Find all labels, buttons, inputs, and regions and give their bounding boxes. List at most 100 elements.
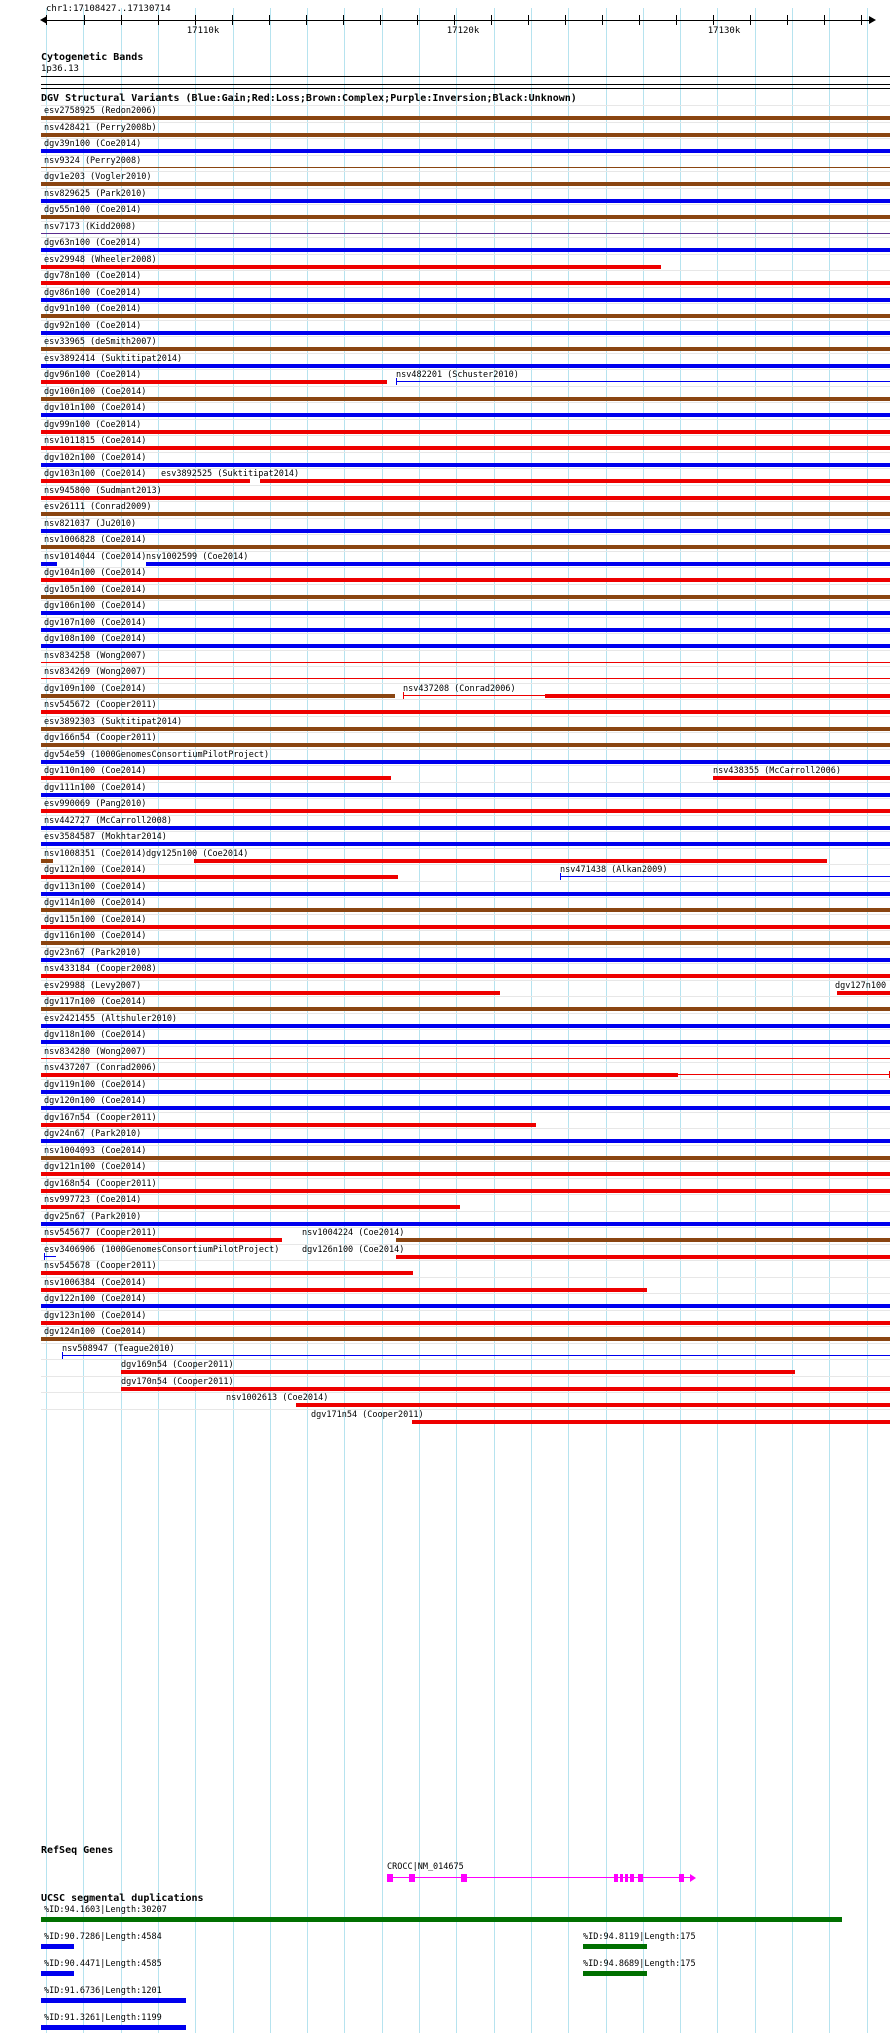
variant-label[interactable]: dgv168n54 (Cooper2011) bbox=[44, 1178, 157, 1189]
variant-bar[interactable] bbox=[41, 776, 391, 780]
dgv-variant-row[interactable]: dgv112n100 (Coe2014) nsv471438 (Alkan2009… bbox=[0, 864, 890, 880]
variant-label[interactable]: dgv107n100 (Coe2014) bbox=[44, 617, 147, 628]
variant-bar[interactable] bbox=[41, 198, 890, 203]
variant-bar[interactable] bbox=[41, 446, 890, 450]
dgv-variant-row[interactable]: esv29988 (Levy2007) dgv127n100 bbox=[0, 979, 890, 996]
variant-label[interactable]: dgv102n100 (Coe2014) bbox=[44, 452, 147, 463]
variant-label[interactable]: nsv1002613 (Coe2014) bbox=[226, 1393, 329, 1403]
dgv-variant-row[interactable]: dgv102n100 (Coe2014) bbox=[0, 451, 890, 468]
variant-label[interactable]: nsv471438 (Alkan2009) bbox=[560, 865, 668, 875]
dgv-variant-row[interactable]: dgv120n100 (Coe2014) bbox=[0, 1095, 890, 1111]
variant-label[interactable]: esv3892303 (Suktitipat2014) bbox=[44, 716, 183, 727]
variant-bar[interactable] bbox=[41, 825, 890, 830]
segdup-bar[interactable] bbox=[41, 1917, 842, 1922]
variant-label[interactable]: nsv1006384 (Coe2014) bbox=[44, 1277, 147, 1288]
dgv-variant-row[interactable]: nsv997723 (Coe2014) bbox=[0, 1194, 890, 1210]
variant-label[interactable]: nsv442727 (McCarroll2008) bbox=[44, 815, 172, 826]
dgv-variant-row[interactable]: dgv92n100 (Coe2014) bbox=[0, 319, 890, 336]
variant-label[interactable]: dgv169n54 (Cooper2011) bbox=[121, 1360, 234, 1370]
variant-bar[interactable] bbox=[41, 1023, 890, 1028]
variant-label[interactable]: dgv118n100 (Coe2014) bbox=[44, 1030, 147, 1040]
variant-label[interactable]: dgv117n100 (Coe2014) bbox=[44, 997, 147, 1007]
variant-label[interactable]: dgv39n100 (Coe2014) bbox=[44, 139, 142, 149]
segdup-label[interactable]: %ID:90.7286|Length:4584 bbox=[44, 1932, 162, 1942]
variant-bar[interactable] bbox=[41, 264, 661, 269]
dgv-variant-row[interactable]: esv2421455 (Altshuler2010) bbox=[0, 1012, 890, 1029]
dgv-variant-row[interactable]: esv3406906 (1000GenomesConsortiumPilotPr… bbox=[0, 1243, 890, 1260]
variant-bar[interactable] bbox=[121, 1386, 890, 1391]
dgv-variant-row[interactable]: nsv821037 (Ju2010) bbox=[0, 517, 890, 534]
dgv-variant-row[interactable]: dgv122n100 (Coe2014) bbox=[0, 1293, 890, 1309]
variant-label[interactable]: esv3892414 (Suktitipat2014) bbox=[44, 353, 183, 364]
dgv-variant-row[interactable]: dgv63n100 (Coe2014) bbox=[0, 237, 890, 253]
variant-label[interactable]: dgv86n100 (Coe2014) bbox=[44, 287, 142, 298]
gene-exon[interactable] bbox=[387, 1874, 393, 1882]
variant-bar-core[interactable] bbox=[545, 693, 890, 698]
variant-label[interactable]: dgv99n100 (Coe2014) bbox=[44, 419, 142, 430]
dgv-variant-row[interactable]: dgv108n100 (Coe2014) bbox=[0, 633, 890, 649]
variant-bar[interactable] bbox=[41, 479, 250, 483]
variant-bar[interactable] bbox=[41, 759, 890, 764]
dgv-variant-row[interactable]: nsv1014044 (Coe2014) nsv1002599 (Coe2014) bbox=[0, 550, 890, 567]
segdup-row[interactable]: %ID:90.4471|Length:4585 %ID:94.8689|Lengt… bbox=[0, 1959, 890, 1986]
dgv-variant-row[interactable]: dgv171n54 (Cooper2011) bbox=[0, 1408, 890, 1425]
dgv-variant-row[interactable]: dgv118n100 (Coe2014) bbox=[0, 1029, 890, 1045]
variant-bar[interactable] bbox=[41, 1139, 890, 1143]
variant-bar[interactable] bbox=[41, 545, 890, 549]
variant-bar[interactable] bbox=[41, 1320, 890, 1325]
dgv-variant-row[interactable]: dgv1e203 (Vogler2010) bbox=[0, 171, 890, 187]
variant-label[interactable]: nsv834280 (Wong2007) bbox=[44, 1046, 147, 1057]
dgv-variant-row[interactable]: dgv116n100 (Coe2014) bbox=[0, 930, 890, 946]
variant-label[interactable]: nsv437207 (Conrad2006) bbox=[44, 1063, 157, 1073]
variant-label[interactable]: dgv105n100 (Coe2014) bbox=[44, 584, 147, 595]
variant-bar[interactable] bbox=[41, 1304, 890, 1308]
variant-label[interactable]: nsv821037 (Ju2010) bbox=[44, 518, 137, 529]
variant-bar[interactable] bbox=[41, 924, 890, 929]
variant-bar[interactable] bbox=[194, 858, 827, 863]
variant-label[interactable]: nsv545672 (Cooper2011) bbox=[44, 700, 157, 710]
dgv-variant-row[interactable]: esv990069 (Pang2010) bbox=[0, 798, 890, 814]
dgv-variant-row[interactable]: dgv100n100 (Coe2014) bbox=[0, 385, 890, 402]
dgv-variant-row[interactable]: dgv104n100 (Coe2014) bbox=[0, 567, 890, 583]
variant-bar[interactable] bbox=[41, 116, 890, 120]
dgv-variant-row[interactable]: nsv1004093 (Coe2014) bbox=[0, 1144, 890, 1161]
variant-bar-core[interactable] bbox=[41, 1073, 678, 1077]
variant-bar[interactable] bbox=[44, 1255, 56, 1257]
dgv-variant-row[interactable]: nsv545678 (Cooper2011) bbox=[0, 1260, 890, 1276]
variant-bar[interactable] bbox=[41, 1155, 890, 1160]
variant-bar[interactable] bbox=[41, 182, 890, 186]
variant-label[interactable]: nsv1004093 (Coe2014) bbox=[44, 1145, 147, 1156]
variant-bar[interactable] bbox=[41, 1238, 282, 1242]
dgv-variant-row[interactable]: nsv1008351 (Coe2014) dgv125n100 (Coe2014) bbox=[0, 847, 890, 864]
dgv-variant-row[interactable]: dgv166n54 (Cooper2011) bbox=[0, 732, 890, 748]
variant-label[interactable]: nsv945800 (Sudmant2013) bbox=[44, 485, 162, 496]
dgv-variant-row[interactable]: nsv829625 (Park2010) bbox=[0, 187, 890, 204]
variant-label[interactable]: dgv25n67 (Park2010) bbox=[44, 1211, 142, 1222]
variant-bar[interactable] bbox=[146, 561, 890, 566]
dgv-variant-row[interactable]: nsv1006828 (Coe2014) bbox=[0, 534, 890, 550]
variant-label[interactable]: dgv170n54 (Cooper2011) bbox=[121, 1376, 234, 1387]
variant-bar[interactable] bbox=[41, 1007, 890, 1011]
variant-label[interactable]: dgv101n100 (Coe2014) bbox=[44, 403, 147, 413]
variant-bar[interactable] bbox=[41, 1122, 536, 1127]
segdup-label[interactable]: %ID:91.3261|Length:1199 bbox=[44, 2013, 162, 2023]
dgv-variant-row[interactable]: esv33965 (deSmith2007) bbox=[0, 336, 890, 352]
dgv-variant-row[interactable]: dgv109n100 (Coe2014) nsv437208 (Conrad200… bbox=[0, 682, 890, 699]
dgv-variant-row[interactable]: nsv834269 (Wong2007) bbox=[0, 666, 890, 682]
variant-label[interactable]: dgv125n100 (Coe2014) bbox=[146, 848, 249, 859]
dgv-variant-row[interactable]: nsv7173 (Kidd2008) bbox=[0, 220, 890, 237]
gene-exon[interactable] bbox=[461, 1874, 467, 1882]
variant-bar[interactable] bbox=[41, 281, 890, 285]
variant-bar[interactable] bbox=[41, 149, 890, 153]
variant-label[interactable]: nsv1002599 (Coe2014) bbox=[146, 551, 249, 562]
variant-bar[interactable] bbox=[41, 908, 890, 912]
variant-bar[interactable] bbox=[41, 594, 890, 599]
variant-bar[interactable] bbox=[396, 381, 890, 382]
dgv-variant-row[interactable]: esv3892414 (Suktitipat2014) bbox=[0, 352, 890, 369]
dgv-variant-row[interactable]: nsv508947 (Teague2010) bbox=[0, 1342, 890, 1359]
dgv-variant-row[interactable]: dgv117n100 (Coe2014) bbox=[0, 996, 890, 1012]
segdup-row[interactable]: %ID:91.6736|Length:1201 bbox=[0, 1986, 890, 2013]
segdup-bar[interactable] bbox=[41, 2025, 186, 2030]
variant-label[interactable]: dgv167n54 (Cooper2011) bbox=[44, 1112, 157, 1123]
variant-label[interactable]: dgv96n100 (Coe2014) bbox=[44, 370, 142, 380]
